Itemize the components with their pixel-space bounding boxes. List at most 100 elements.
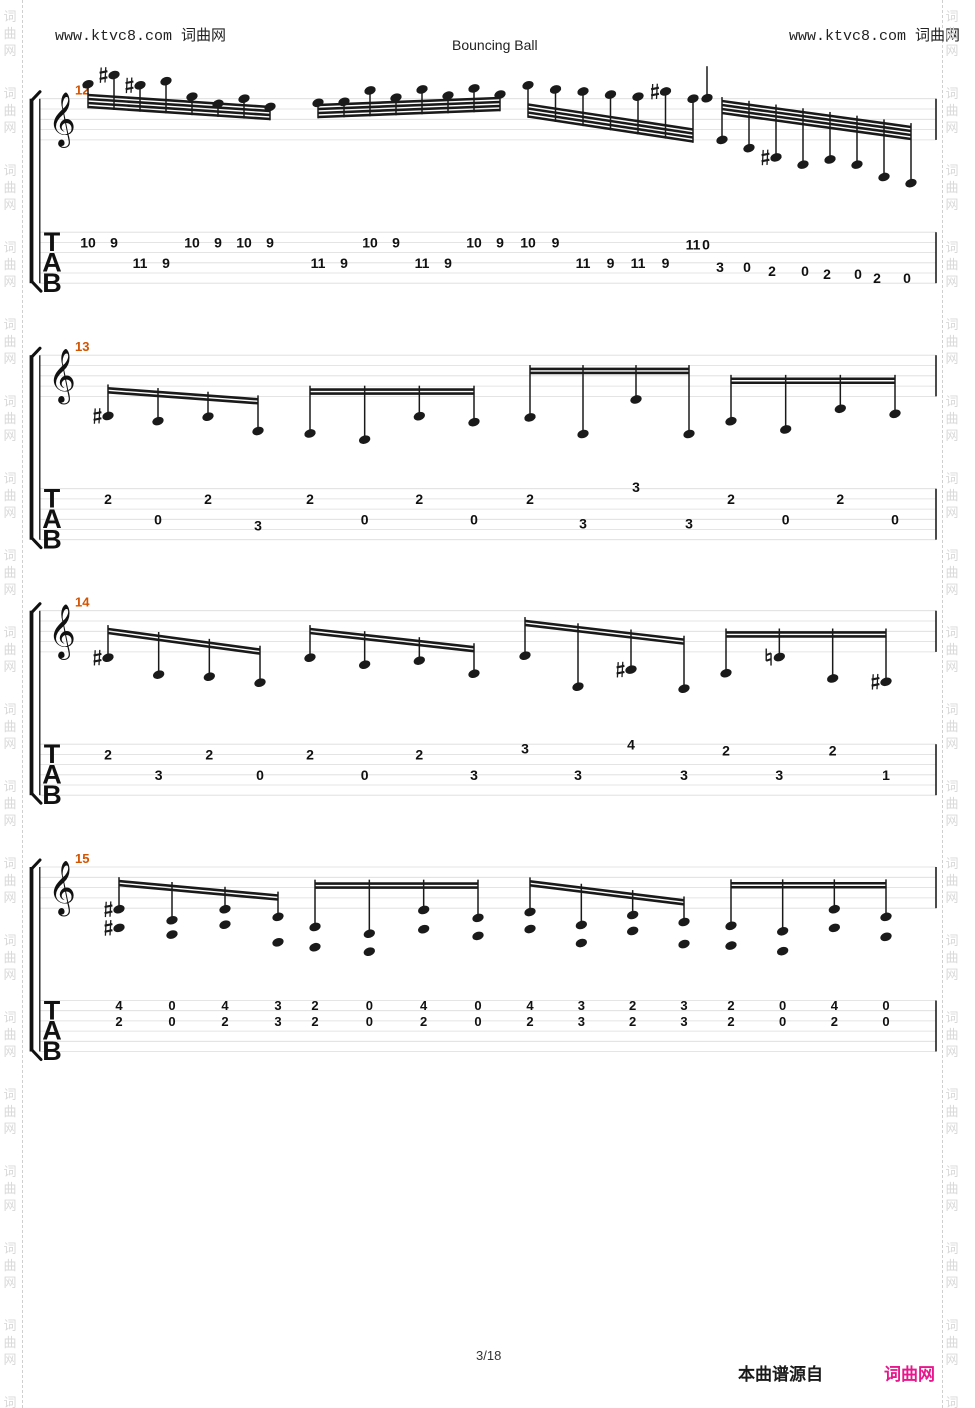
- svg-text:0: 0: [474, 1014, 481, 1029]
- svg-text:𝄞: 𝄞: [48, 860, 76, 917]
- svg-text:9: 9: [444, 255, 452, 271]
- svg-text:2: 2: [311, 998, 318, 1013]
- svg-text:0: 0: [903, 270, 911, 286]
- svg-text:10: 10: [362, 234, 378, 250]
- svg-text:2: 2: [768, 263, 776, 279]
- svg-text:0: 0: [168, 1014, 175, 1029]
- svg-text:3: 3: [680, 998, 687, 1013]
- svg-text:0: 0: [361, 511, 369, 527]
- svg-text:2: 2: [526, 491, 534, 507]
- svg-text:2: 2: [205, 746, 213, 762]
- svg-text:2: 2: [420, 1014, 427, 1029]
- svg-text:2: 2: [526, 1014, 533, 1029]
- svg-text:0: 0: [154, 511, 162, 527]
- svg-text:3: 3: [716, 259, 724, 275]
- svg-text:3: 3: [521, 740, 529, 756]
- svg-text:14: 14: [75, 595, 90, 610]
- svg-text:0: 0: [779, 998, 786, 1013]
- svg-text:4: 4: [526, 998, 534, 1013]
- svg-text:9: 9: [607, 255, 615, 271]
- svg-text:10: 10: [466, 234, 482, 250]
- svg-text:0: 0: [366, 998, 373, 1013]
- svg-text:0: 0: [256, 767, 264, 783]
- svg-text:0: 0: [891, 511, 899, 527]
- svg-text:3: 3: [632, 479, 640, 495]
- svg-text:2: 2: [831, 1014, 838, 1029]
- svg-text:0: 0: [882, 998, 889, 1013]
- svg-text:15: 15: [75, 851, 89, 866]
- svg-text:2: 2: [221, 1014, 228, 1029]
- svg-text:4: 4: [221, 998, 229, 1013]
- svg-text:0: 0: [882, 1014, 889, 1029]
- svg-text:9: 9: [552, 234, 560, 250]
- svg-text:11: 11: [686, 236, 701, 252]
- svg-text:3: 3: [685, 515, 693, 531]
- svg-text:2: 2: [629, 998, 636, 1013]
- svg-text:10: 10: [184, 234, 200, 250]
- svg-text:3: 3: [578, 998, 585, 1013]
- svg-text:11: 11: [133, 255, 148, 271]
- svg-text:0: 0: [474, 998, 481, 1013]
- svg-text:9: 9: [662, 255, 670, 271]
- svg-text:10: 10: [80, 234, 96, 250]
- svg-text:3: 3: [274, 1014, 281, 1029]
- svg-text:2: 2: [873, 270, 881, 286]
- svg-text:B: B: [42, 780, 62, 810]
- svg-text:0: 0: [854, 266, 862, 282]
- svg-text:2: 2: [727, 998, 734, 1013]
- svg-text:9: 9: [392, 234, 400, 250]
- svg-text:0: 0: [779, 1014, 786, 1029]
- svg-text:9: 9: [162, 255, 170, 271]
- svg-text:4: 4: [115, 998, 123, 1013]
- svg-text:3: 3: [274, 998, 281, 1013]
- svg-text:2: 2: [836, 491, 844, 507]
- svg-text:0: 0: [366, 1014, 373, 1029]
- svg-text:11: 11: [311, 255, 326, 271]
- svg-text:2: 2: [829, 742, 837, 758]
- svg-text:0: 0: [168, 998, 175, 1013]
- svg-text:10: 10: [236, 234, 252, 250]
- svg-text:𝄞: 𝄞: [48, 348, 76, 405]
- svg-text:2: 2: [727, 1014, 734, 1029]
- svg-text:3: 3: [155, 767, 163, 783]
- svg-text:2: 2: [104, 491, 112, 507]
- svg-text:B: B: [42, 268, 62, 298]
- svg-text:2: 2: [306, 491, 314, 507]
- svg-text:0: 0: [702, 236, 710, 252]
- svg-text:2: 2: [415, 491, 423, 507]
- svg-text:𝄞: 𝄞: [48, 604, 76, 661]
- svg-text:0: 0: [743, 259, 751, 275]
- svg-text:2: 2: [823, 266, 831, 282]
- svg-text:2: 2: [104, 746, 112, 762]
- svg-text:3: 3: [680, 767, 688, 783]
- svg-text:4: 4: [420, 998, 428, 1013]
- svg-text:2: 2: [629, 1014, 636, 1029]
- svg-text:3: 3: [775, 767, 783, 783]
- svg-text:2: 2: [722, 742, 730, 758]
- svg-text:13: 13: [75, 339, 89, 354]
- svg-text:B: B: [42, 524, 62, 554]
- svg-text:2: 2: [415, 746, 423, 762]
- svg-text:3: 3: [579, 515, 587, 531]
- svg-text:2: 2: [727, 491, 735, 507]
- svg-text:9: 9: [266, 234, 274, 250]
- svg-text:0: 0: [361, 767, 369, 783]
- svg-text:B: B: [42, 1036, 62, 1066]
- svg-text:9: 9: [496, 234, 504, 250]
- svg-text:3: 3: [470, 767, 478, 783]
- svg-text:9: 9: [340, 255, 348, 271]
- svg-text:0: 0: [801, 263, 809, 279]
- svg-text:3: 3: [680, 1014, 687, 1029]
- svg-text:2: 2: [306, 746, 314, 762]
- svg-text:4: 4: [831, 998, 839, 1013]
- svg-text:𝄞: 𝄞: [48, 92, 76, 149]
- svg-text:3: 3: [574, 767, 582, 783]
- svg-text:2: 2: [311, 1014, 318, 1029]
- svg-text:10: 10: [520, 234, 536, 250]
- svg-text:3: 3: [254, 517, 262, 533]
- svg-text:4: 4: [627, 736, 635, 752]
- svg-text:3: 3: [578, 1014, 585, 1029]
- svg-text:0: 0: [470, 511, 478, 527]
- svg-text:2: 2: [115, 1014, 122, 1029]
- svg-text:11: 11: [631, 255, 646, 271]
